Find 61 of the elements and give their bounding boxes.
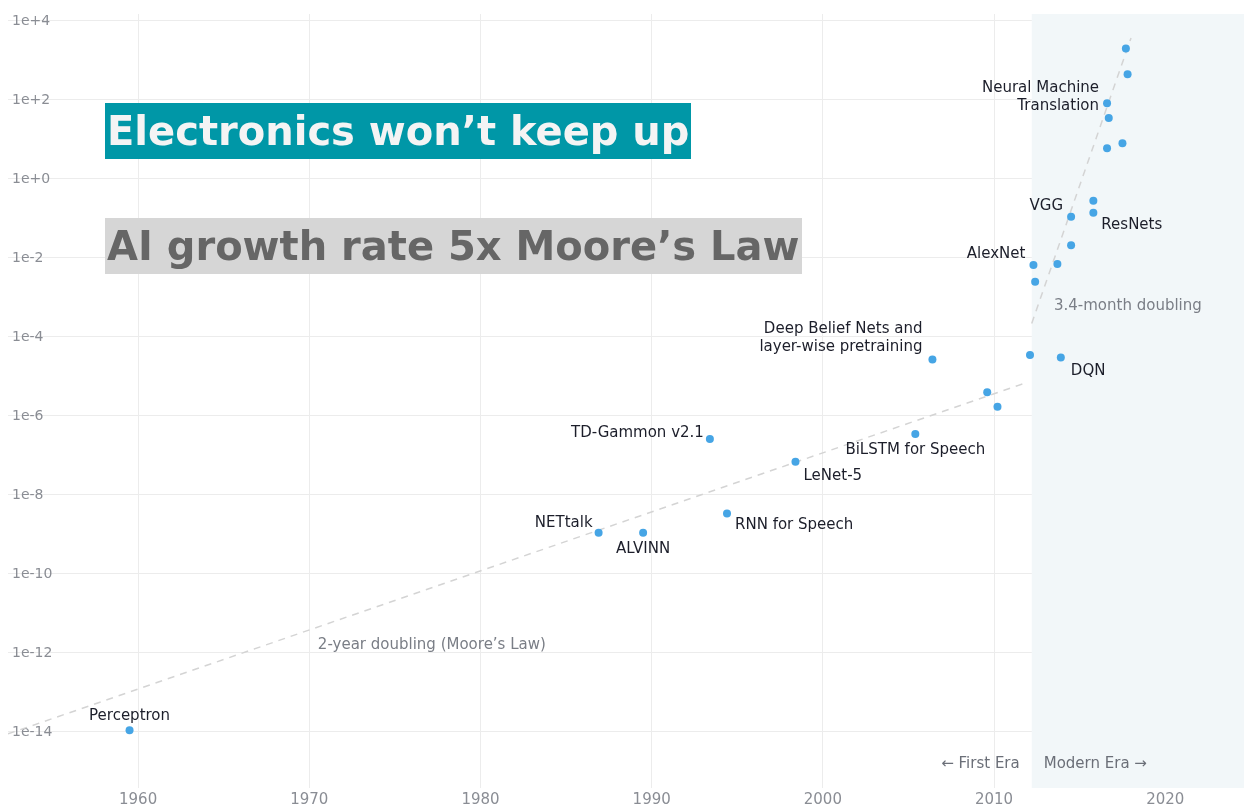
y-tick-label: 1e-14 (12, 722, 53, 739)
annotation: TD-Gammon v2.1 (569, 422, 704, 441)
y-tick-label: 1e+4 (12, 11, 51, 28)
y-tick-label: 1e-2 (12, 248, 44, 265)
x-tick-label: 2000 (803, 789, 842, 808)
point (791, 457, 800, 466)
text: Electronics won’t keep up (105, 103, 692, 159)
x-tick-label: 1990 (632, 789, 671, 808)
point (1056, 353, 1065, 362)
annotation: Deep Belief Nets and layer-wise pretraining (759, 319, 923, 356)
x-tick-label: 1980 (461, 789, 500, 808)
point (1089, 208, 1098, 217)
point (1026, 350, 1035, 359)
point (723, 509, 731, 518)
point (1118, 139, 1127, 148)
point (928, 355, 937, 364)
x-tick-label: 1970 (290, 789, 329, 808)
annotation: Perceptron (89, 706, 171, 725)
annotation: RNN for Speech (735, 515, 854, 534)
y-tick-label: 1e-4 (12, 327, 44, 344)
point (1123, 70, 1132, 79)
text: AI growth rate 5x Moore’s Law (105, 218, 802, 274)
annotation: NETtalk (534, 512, 593, 531)
x-tick-label: 2020 (1146, 789, 1185, 808)
point (1103, 99, 1112, 108)
point (1067, 212, 1076, 221)
point (1089, 196, 1098, 205)
y-tick-label: 1e+2 (12, 90, 51, 107)
annotation: 2-year doubling (Moore’s Law) (317, 634, 546, 653)
point (639, 528, 648, 537)
annotation: ResNets (1101, 214, 1163, 233)
x-tick-label: 2010 (974, 789, 1014, 808)
point (125, 726, 134, 735)
point (1053, 260, 1062, 269)
x-tick-label: 1960 (119, 789, 158, 808)
annotation: ← First Era (941, 753, 1020, 772)
y-tick-label: 1e+0 (12, 169, 51, 186)
point (983, 388, 992, 397)
point (1029, 261, 1038, 270)
point (911, 429, 920, 438)
y-tick-label: 1e-6 (12, 406, 44, 423)
annotation: VGG (1029, 195, 1064, 214)
annotation: BiLSTM for Speech (845, 439, 986, 458)
y-tick-label: 1e-12 (12, 643, 53, 660)
point (1031, 277, 1040, 286)
annotation: AlexNet (966, 243, 1026, 262)
annotation: 3.4-month doubling (1053, 296, 1202, 315)
annotation: LeNet-5 (803, 465, 863, 484)
point (993, 402, 1002, 411)
y-tick-label: 1e-10 (12, 564, 53, 581)
point (705, 435, 714, 444)
point (1121, 44, 1130, 53)
annotation: ALVINN (616, 538, 671, 557)
point (1104, 113, 1113, 122)
annotation: Neural Machine Translation (982, 78, 1100, 115)
band-label: Modern Era → (1043, 753, 1147, 772)
y-tick-label: 1e-8 (12, 485, 44, 502)
point (1103, 144, 1112, 153)
point (594, 528, 603, 537)
annotation: DQN (1070, 361, 1106, 380)
point (1067, 241, 1076, 250)
